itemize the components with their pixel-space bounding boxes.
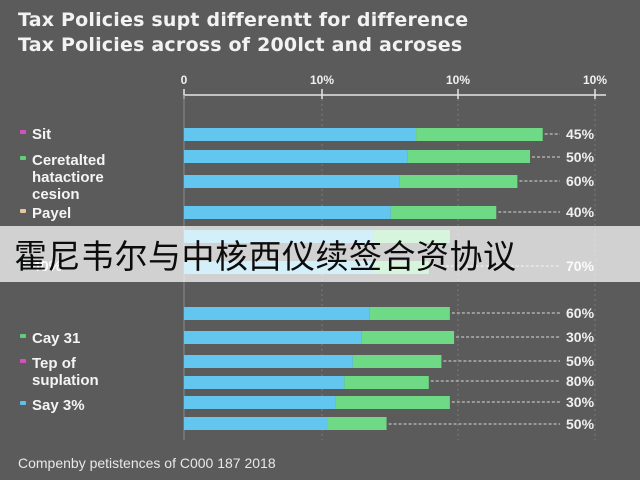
legend-label: Tep of suplation [32, 355, 99, 389]
value-label: 50% [566, 149, 595, 165]
bar-segment-green [327, 417, 387, 430]
overlay-banner [0, 226, 640, 282]
value-label: 60% [566, 305, 595, 321]
chart-footer: Compenby petistences of C000 187 2018 [18, 455, 276, 471]
legend-swatch [20, 334, 26, 338]
value-label: 45% [566, 126, 595, 142]
bar-segment-blue [184, 175, 400, 188]
legend-label-line: hatactiore [32, 169, 104, 186]
bar-segment-green [344, 376, 429, 389]
bar-segment-blue [184, 396, 336, 409]
legend-label: Sit [32, 126, 51, 143]
bar-segment-blue [184, 307, 370, 320]
legend-swatch [20, 130, 26, 134]
legend-label: Ceretalted hatactiore cesion [32, 152, 105, 203]
legend-label-line: suplation [32, 372, 99, 389]
legend-label: Cay 31 [32, 330, 80, 347]
legend-swatch [20, 156, 26, 160]
legend-swatch [20, 359, 26, 363]
bar-segment-green [361, 331, 455, 344]
bar-segment-blue [184, 150, 408, 163]
value-label: 50% [566, 353, 595, 369]
value-label: 60% [566, 173, 595, 189]
value-label: 80% [566, 373, 595, 389]
chart-title-line-1: Tax Policies supt differentt for differe… [18, 9, 469, 31]
legend-label-line: Ceretalted [32, 152, 105, 169]
x-tick-label: 0 [181, 73, 188, 87]
bar-segment-blue [184, 128, 417, 141]
value-label: 30% [566, 329, 595, 345]
value-label: 50% [566, 416, 595, 432]
legend-swatch [20, 209, 26, 213]
overlay-headline: 霍尼韦尔与中核西仪续签合资协议 [14, 237, 517, 276]
bar-segment-blue [184, 331, 362, 344]
legend-label: Say 3% [32, 397, 85, 414]
x-tick-label: 10% [583, 73, 607, 87]
bar-segment-blue [184, 355, 353, 368]
bar-segment-green [390, 206, 497, 219]
x-tick-label: 10% [310, 73, 334, 87]
bar-segment-green [352, 355, 442, 368]
bar-segment-green [399, 175, 518, 188]
bar-segment-green [416, 128, 543, 141]
bar-segment-green [369, 307, 450, 320]
bar-segment-blue [184, 417, 328, 430]
chart-title-line-2: Tax Policies across of 200lct and acrose… [18, 34, 463, 56]
value-label: 30% [566, 394, 595, 410]
bar-segment-blue [184, 376, 345, 389]
legend-swatch [20, 401, 26, 405]
legend-label: Payel [32, 205, 71, 222]
x-tick-label: 10% [446, 73, 470, 87]
bar-segment-green [407, 150, 531, 163]
bar-segment-green [335, 396, 450, 409]
value-label: 40% [566, 204, 595, 220]
bar-segment-blue [184, 206, 391, 219]
legend-label-line: cesion [32, 186, 80, 203]
legend-label-line: Tep of [32, 355, 77, 372]
